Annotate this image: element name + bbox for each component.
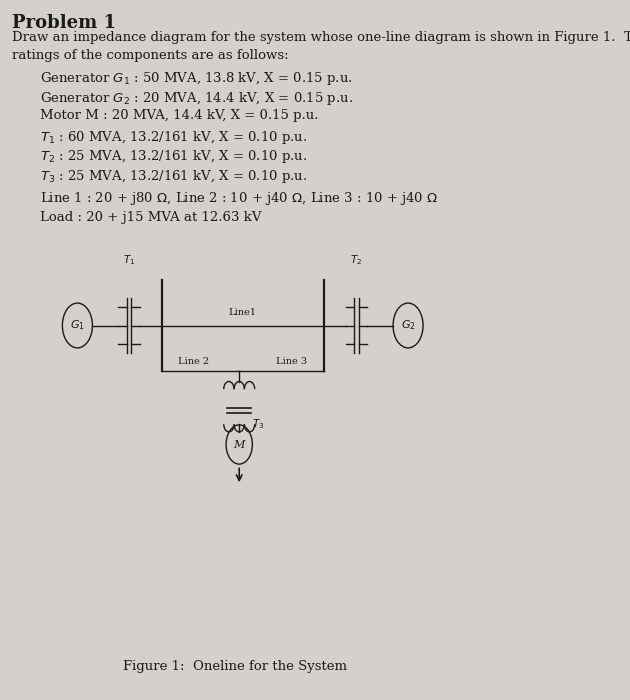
Text: Generator $G_2$ : 20 MVA, 14.4 kV, X = 0.15 p.u.: Generator $G_2$ : 20 MVA, 14.4 kV, X = 0… [40, 90, 353, 106]
Text: M: M [234, 440, 245, 449]
Text: $T_3$: $T_3$ [253, 417, 265, 431]
Text: ratings of the components are as follows:: ratings of the components are as follows… [12, 49, 289, 62]
Text: $T_1$ : 60 MVA, 13.2/161 kV, X = 0.10 p.u.: $T_1$ : 60 MVA, 13.2/161 kV, X = 0.10 p.… [40, 129, 307, 146]
Text: Problem 1: Problem 1 [12, 14, 116, 32]
Text: Motor M : 20 MVA, 14.4 kV, X = 0.15 p.u.: Motor M : 20 MVA, 14.4 kV, X = 0.15 p.u. [40, 109, 318, 122]
Text: Line 1 : 20 + j80 $\Omega$, Line 2 : 10 + j40 $\Omega$, Line 3 : 10 + j40 $\Omeg: Line 1 : 20 + j80 $\Omega$, Line 2 : 10 … [40, 190, 438, 206]
Text: $T_2$ : 25 MVA, 13.2/161 kV, X = 0.10 p.u.: $T_2$ : 25 MVA, 13.2/161 kV, X = 0.10 p.… [40, 148, 307, 165]
Text: Line 2: Line 2 [178, 357, 209, 366]
Text: $T_1$: $T_1$ [123, 253, 135, 267]
Text: Draw an impedance diagram for the system whose one-line diagram is shown in Figu: Draw an impedance diagram for the system… [12, 32, 630, 45]
Text: Line1: Line1 [229, 308, 257, 317]
Text: $T_3$ : 25 MVA, 13.2/161 kV, X = 0.10 p.u.: $T_3$ : 25 MVA, 13.2/161 kV, X = 0.10 p.… [40, 168, 307, 185]
Text: Line 3: Line 3 [276, 357, 307, 366]
Text: $G_2$: $G_2$ [401, 318, 415, 332]
Text: Load : 20 + j15 MVA at 12.63 kV: Load : 20 + j15 MVA at 12.63 kV [40, 211, 261, 224]
Text: Generator $G_1$ : 50 MVA, 13.8 kV, X = 0.15 p.u.: Generator $G_1$ : 50 MVA, 13.8 kV, X = 0… [40, 70, 353, 87]
Text: $T_2$: $T_2$ [350, 253, 362, 267]
Text: Figure 1:  Oneline for the System: Figure 1: Oneline for the System [122, 660, 346, 673]
Text: $G_1$: $G_1$ [70, 318, 85, 332]
